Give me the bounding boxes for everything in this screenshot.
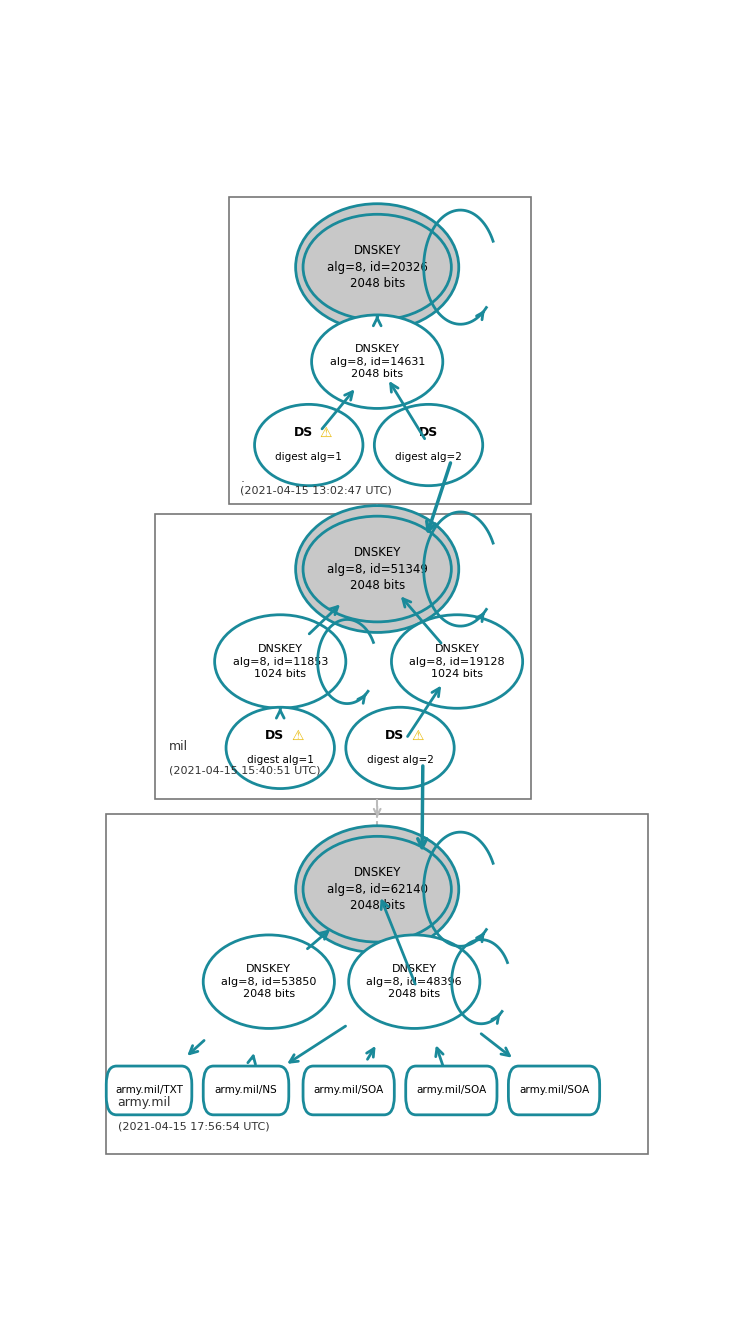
Text: .: . xyxy=(240,471,244,484)
Text: (2021-04-15 15:40:51 UTC): (2021-04-15 15:40:51 UTC) xyxy=(169,766,320,775)
Text: army.mil: army.mil xyxy=(118,1096,171,1109)
Ellipse shape xyxy=(346,708,454,788)
FancyBboxPatch shape xyxy=(155,515,531,799)
FancyBboxPatch shape xyxy=(509,1067,600,1115)
Ellipse shape xyxy=(349,935,480,1028)
Text: DNSKEY
alg=8, id=53850
2048 bits: DNSKEY alg=8, id=53850 2048 bits xyxy=(221,964,316,999)
Text: digest alg=2: digest alg=2 xyxy=(395,453,462,462)
Text: digest alg=1: digest alg=1 xyxy=(247,755,314,766)
Ellipse shape xyxy=(311,315,443,408)
Ellipse shape xyxy=(226,708,334,788)
Text: DNSKEY
alg=8, id=48396
2048 bits: DNSKEY alg=8, id=48396 2048 bits xyxy=(367,964,462,999)
Text: DS: DS xyxy=(265,729,284,742)
FancyBboxPatch shape xyxy=(106,1067,192,1115)
Text: DNSKEY
alg=8, id=62140
2048 bits: DNSKEY alg=8, id=62140 2048 bits xyxy=(327,866,428,912)
FancyBboxPatch shape xyxy=(303,1067,394,1115)
Ellipse shape xyxy=(296,506,459,632)
Text: digest alg=1: digest alg=1 xyxy=(275,453,342,462)
Text: (2021-04-15 13:02:47 UTC): (2021-04-15 13:02:47 UTC) xyxy=(240,486,392,496)
Text: DS: DS xyxy=(419,426,438,440)
Ellipse shape xyxy=(255,404,363,486)
FancyBboxPatch shape xyxy=(406,1067,497,1115)
Ellipse shape xyxy=(392,615,523,709)
Text: ⚠: ⚠ xyxy=(319,426,332,440)
Ellipse shape xyxy=(296,826,459,953)
Text: DS: DS xyxy=(385,729,404,742)
Ellipse shape xyxy=(303,214,451,319)
Ellipse shape xyxy=(375,404,483,486)
FancyBboxPatch shape xyxy=(203,1067,289,1115)
Text: DS: DS xyxy=(294,426,313,440)
Text: army.mil/NS: army.mil/NS xyxy=(215,1085,277,1096)
Text: army.mil/SOA: army.mil/SOA xyxy=(314,1085,383,1096)
Text: army.mil/TXT: army.mil/TXT xyxy=(115,1085,183,1096)
Text: ⚠: ⚠ xyxy=(411,729,423,743)
Text: mil: mil xyxy=(169,741,188,752)
Text: DNSKEY
alg=8, id=11853
1024 bits: DNSKEY alg=8, id=11853 1024 bits xyxy=(233,644,328,680)
Ellipse shape xyxy=(303,837,451,942)
Ellipse shape xyxy=(303,516,451,622)
Text: DNSKEY
alg=8, id=14631
2048 bits: DNSKEY alg=8, id=14631 2048 bits xyxy=(330,345,425,379)
Text: (2021-04-15 17:56:54 UTC): (2021-04-15 17:56:54 UTC) xyxy=(118,1121,269,1131)
Text: DNSKEY
alg=8, id=19128
1024 bits: DNSKEY alg=8, id=19128 1024 bits xyxy=(409,644,505,680)
Text: army.mil/SOA: army.mil/SOA xyxy=(417,1085,486,1096)
Text: digest alg=2: digest alg=2 xyxy=(367,755,434,766)
FancyBboxPatch shape xyxy=(106,814,648,1155)
Ellipse shape xyxy=(203,935,334,1028)
Text: DNSKEY
alg=8, id=51349
2048 bits: DNSKEY alg=8, id=51349 2048 bits xyxy=(327,546,428,593)
Ellipse shape xyxy=(296,203,459,330)
Text: ⚠: ⚠ xyxy=(291,729,303,743)
FancyBboxPatch shape xyxy=(229,197,531,504)
Text: army.mil/SOA: army.mil/SOA xyxy=(519,1085,589,1096)
Ellipse shape xyxy=(215,615,346,709)
Text: DNSKEY
alg=8, id=20326
2048 bits: DNSKEY alg=8, id=20326 2048 bits xyxy=(327,244,428,290)
